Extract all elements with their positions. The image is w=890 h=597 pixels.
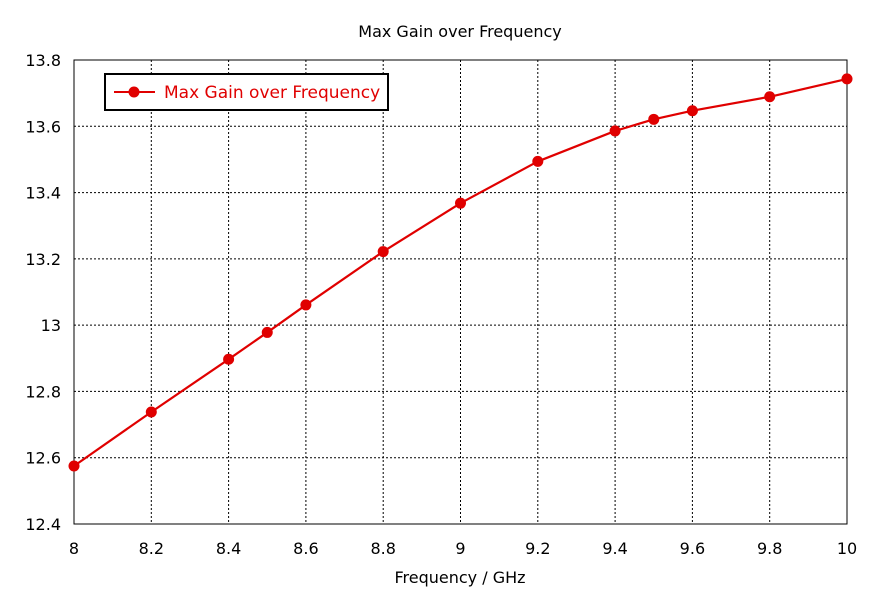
- x-tick-label: 8.2: [139, 539, 164, 558]
- x-tick-label: 8.8: [370, 539, 395, 558]
- data-point: [68, 460, 80, 472]
- y-tick-label: 13.6: [25, 117, 61, 136]
- grid: [74, 60, 847, 524]
- y-tick-label: 13.8: [25, 51, 61, 70]
- data-point: [455, 197, 466, 209]
- x-tick-label: 10: [837, 539, 857, 558]
- data-point: [377, 246, 389, 258]
- x-tick-label: 9: [455, 539, 465, 558]
- y-tick-label: 12.4: [25, 515, 61, 534]
- axis-ticks: 8 8.2 8.4 8.6 8.8 9 9.2 9.4 9.6 9.8 10 12.4 12.6 12.8…: [25, 51, 857, 558]
- data-point: [532, 155, 544, 167]
- data-point: [145, 406, 157, 418]
- data-point: [764, 91, 776, 103]
- data-point: [648, 113, 660, 125]
- x-tick-label: 9.8: [757, 539, 782, 558]
- x-tick-label: 9.6: [680, 539, 705, 558]
- data-point: [609, 125, 621, 137]
- y-tick-label: 12.6: [25, 449, 61, 468]
- x-tick-label: 8.6: [293, 539, 318, 558]
- x-tick-label: 8: [69, 539, 79, 558]
- x-axis-label: Frequency / GHz: [394, 568, 525, 587]
- y-tick-label: 12.8: [25, 382, 61, 401]
- data-point: [686, 105, 698, 117]
- y-tick-label: 13.4: [25, 184, 61, 203]
- legend: Max Gain over Frequency: [104, 73, 389, 111]
- plot-area: [73, 59, 848, 525]
- legend-marker-swatch: [128, 86, 140, 98]
- x-tick-label: 9.4: [602, 539, 627, 558]
- legend-entry-label: Max Gain over Frequency: [164, 83, 380, 103]
- data-point: [300, 299, 312, 311]
- series-layer: [68, 73, 853, 472]
- x-tick-label: 9.2: [525, 539, 550, 558]
- x-tick-label: 8.4: [216, 539, 241, 558]
- chart-title: Max Gain over Frequency: [358, 22, 561, 41]
- y-tick-label: 13: [41, 316, 61, 335]
- y-tick-label: 13.2: [25, 250, 61, 269]
- data-point: [223, 353, 235, 365]
- data-point: [261, 326, 273, 338]
- data-point: [841, 73, 853, 85]
